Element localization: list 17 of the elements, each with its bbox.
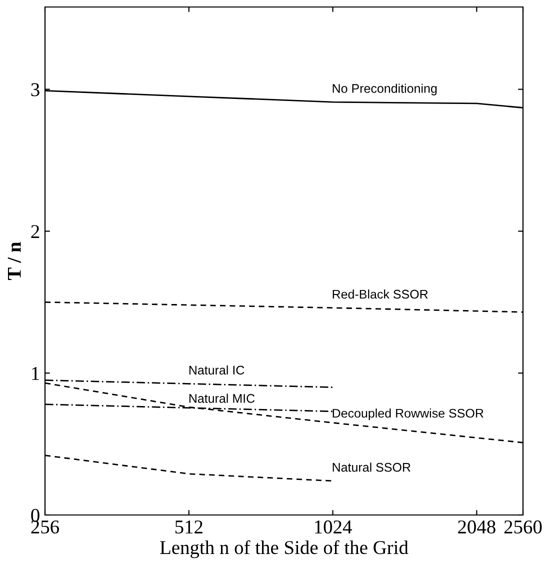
series-label: Natural SSOR bbox=[332, 462, 410, 472]
series-label: Natural IC bbox=[189, 365, 244, 375]
x-tick-label: 256 bbox=[31, 520, 60, 534]
y-axis-title: T / n bbox=[8, 242, 21, 280]
x-tick-label: 2560 bbox=[504, 520, 542, 534]
series-label: Decoupled Rowwise SSOR bbox=[332, 408, 484, 420]
series-label: No Preconditioning bbox=[332, 84, 437, 96]
x-axis-title: Length n of the Side of the Grid bbox=[160, 540, 408, 558]
series-label: Red-Black SSOR bbox=[332, 289, 428, 299]
y-tick-label: 3 bbox=[31, 83, 40, 96]
x-tick-label: 2048 bbox=[458, 520, 496, 534]
y-tick-label: 1 bbox=[32, 367, 39, 380]
x-tick-label: 512 bbox=[175, 520, 202, 534]
y-tick-label: 2 bbox=[31, 225, 40, 238]
y-tick-label: 0 bbox=[31, 508, 40, 522]
series-label: Natural MIC bbox=[189, 394, 255, 403]
x-tick-label: 1024 bbox=[315, 520, 352, 534]
